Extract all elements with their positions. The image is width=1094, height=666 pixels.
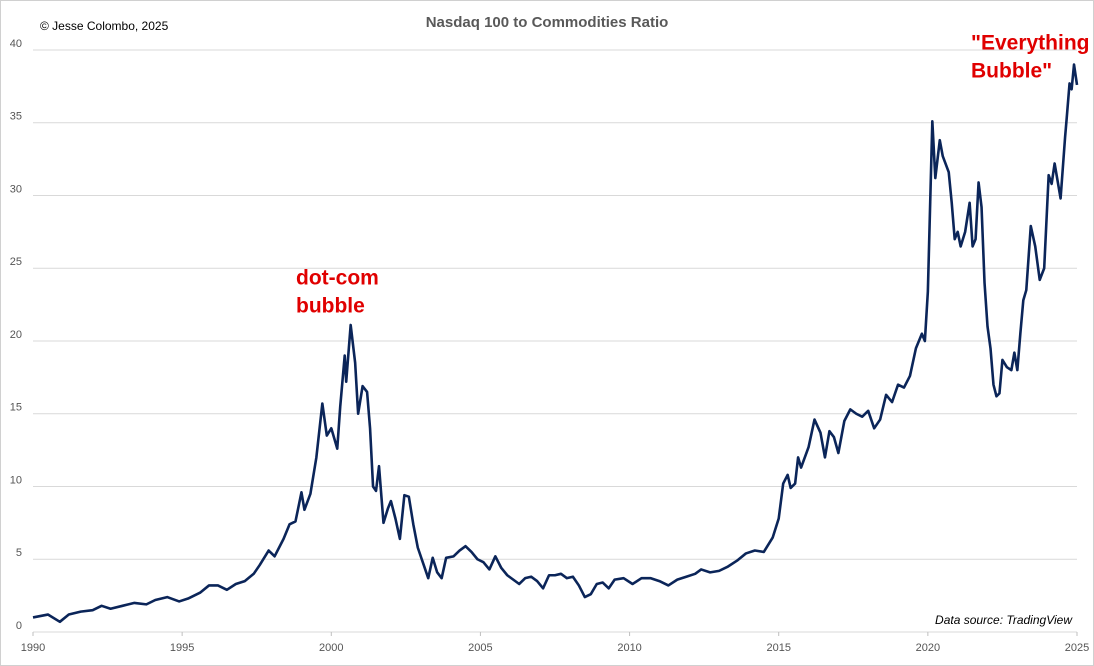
y-tick-label: 15 [10, 402, 22, 414]
annotation: bubble [296, 295, 365, 318]
y-tick-label: 20 [10, 329, 22, 341]
x-tick-label: 1990 [21, 642, 45, 654]
annotation: dot-com [296, 267, 379, 290]
y-tick-label: 5 [16, 547, 22, 559]
credit: © Jesse Colombo, 2025 [40, 19, 169, 33]
data-line [32, 63, 1079, 624]
annotation: "Everything [971, 32, 1089, 55]
x-tick-label: 1995 [170, 642, 194, 654]
x-tick-label: 2010 [617, 642, 641, 654]
source-note: Data source: TradingView [935, 613, 1073, 627]
x-tick-label: 2025 [1065, 642, 1089, 654]
x-tick-label: 2020 [916, 642, 940, 654]
x-tick-label: 2005 [468, 642, 492, 654]
y-tick-label: 40 [10, 38, 22, 50]
y-tick-label: 30 [10, 183, 22, 195]
x-tick-label: 2015 [766, 642, 790, 654]
chart-title: Nasdaq 100 to Commodities Ratio [426, 14, 669, 31]
y-tick-label: 10 [10, 474, 22, 486]
y-tick-label: 35 [10, 111, 22, 123]
y-tick-label: 25 [10, 256, 22, 268]
x-tick-label: 2000 [319, 642, 343, 654]
y-tick-label: 0 [16, 620, 22, 632]
annotation: Bubble" [971, 60, 1052, 83]
